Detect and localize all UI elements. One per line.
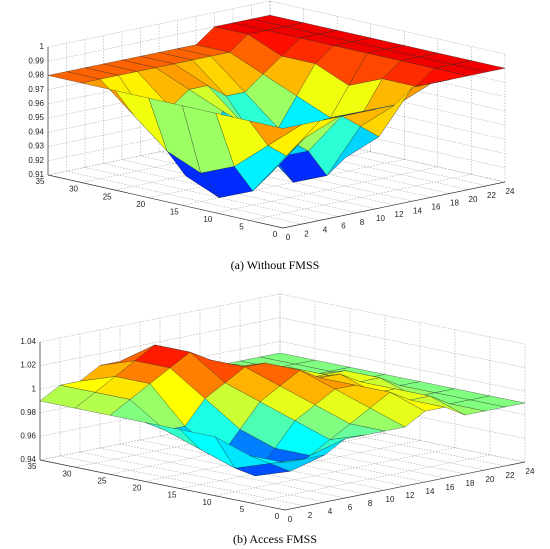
grid-line	[139, 439, 386, 491]
z-tick-label: 0.98	[20, 408, 36, 417]
y-tick-label: 20	[136, 200, 145, 209]
y-tick-label: 15	[168, 491, 177, 500]
x-tick-label: 8	[368, 499, 373, 508]
z-tick-label: 1	[40, 42, 45, 51]
x-tick-label: 2	[308, 511, 313, 520]
x-tick-label: 4	[328, 507, 333, 516]
caption: (a) Without FMSS	[231, 258, 320, 272]
x-tick-label: 12	[395, 210, 404, 219]
grid-line	[279, 317, 526, 368]
y-tick-label: 35	[28, 462, 37, 471]
x-tick-label: 14	[426, 487, 435, 496]
z-tick-label: 0.94	[28, 127, 44, 136]
x-tick-label: 20	[486, 475, 495, 484]
y-tick-label: 5	[240, 505, 245, 514]
z-tick-label: 1.02	[20, 361, 36, 370]
x-tick-label: 4	[323, 225, 328, 234]
grid-line	[158, 151, 395, 206]
x-tick-label: 0	[288, 515, 293, 524]
x-tick-label: 16	[446, 483, 455, 492]
x-tick-label: 18	[450, 199, 459, 208]
grid-line	[59, 455, 306, 507]
x-axis	[282, 181, 506, 229]
z-tick-label: 1	[32, 384, 37, 393]
z-tick-label: 0.94	[20, 455, 36, 464]
grid-line	[119, 443, 366, 495]
y-tick-label: 5	[239, 223, 244, 232]
grid-line	[251, 132, 487, 187]
surface-patch	[249, 455, 306, 464]
z-tick-label: 0.96	[20, 432, 36, 441]
x-tick-label: 18	[466, 479, 475, 488]
z-tick-label: 0.95	[28, 113, 44, 122]
x-tick-label: 16	[432, 202, 441, 211]
z-tick-label: 0.93	[28, 142, 44, 151]
grid-line	[279, 411, 526, 463]
grid-line	[279, 388, 526, 439]
y-tick-label: 20	[133, 484, 142, 493]
y-tick-label: 0	[273, 230, 278, 239]
x-tick-label: 24	[526, 467, 535, 476]
surface-patch	[249, 120, 302, 146]
y-tick-label: 25	[98, 476, 107, 485]
x-tick-label: 10	[376, 214, 385, 223]
z-tick-label: 0.99	[28, 56, 44, 65]
grid-line	[84, 167, 321, 221]
x-axis	[284, 461, 526, 511]
x-tick-label: 0	[286, 233, 291, 242]
y-tick-label: 10	[203, 498, 212, 507]
z-tick-label: 0.91	[28, 170, 44, 179]
x-tick-label: 22	[487, 191, 496, 200]
x-tick-label: 12	[406, 491, 415, 500]
x-tick-label: 20	[469, 195, 478, 204]
x-tick-label: 10	[386, 495, 395, 504]
y-axis	[47, 174, 284, 229]
z-tick-label: 0.96	[28, 99, 44, 108]
z-tick-label: 0.98	[28, 71, 44, 80]
x-tick-label: 6	[348, 503, 353, 512]
x-tick-label: 6	[341, 222, 346, 231]
y-axis	[39, 459, 286, 511]
z-tick-label: 0.92	[28, 156, 44, 165]
grid-line	[269, 0, 506, 55]
y-tick-label: 0	[275, 512, 280, 521]
grid-line	[279, 340, 526, 392]
y-tick-label: 35	[36, 177, 45, 186]
x-tick-label: 2	[304, 229, 309, 238]
x-tick-label: 22	[506, 471, 515, 480]
grid-line	[99, 447, 346, 499]
z-tick-label: 1.04	[20, 337, 36, 346]
y-tick-label: 30	[69, 185, 78, 194]
x-tick-label: 24	[506, 187, 515, 196]
grid-line	[279, 293, 526, 345]
grid-line	[66, 170, 302, 225]
x-tick-label: 8	[360, 218, 365, 227]
y-tick-label: 15	[170, 207, 179, 216]
x-tick-label: 14	[413, 206, 422, 215]
y-tick-label: 10	[203, 215, 212, 224]
y-tick-label: 30	[63, 469, 72, 478]
grid-line	[79, 451, 326, 503]
z-tick-label: 0.97	[28, 85, 44, 94]
grid-line	[232, 136, 469, 190]
caption: (b) Access FMSS	[233, 532, 317, 546]
y-tick-label: 25	[103, 192, 112, 201]
